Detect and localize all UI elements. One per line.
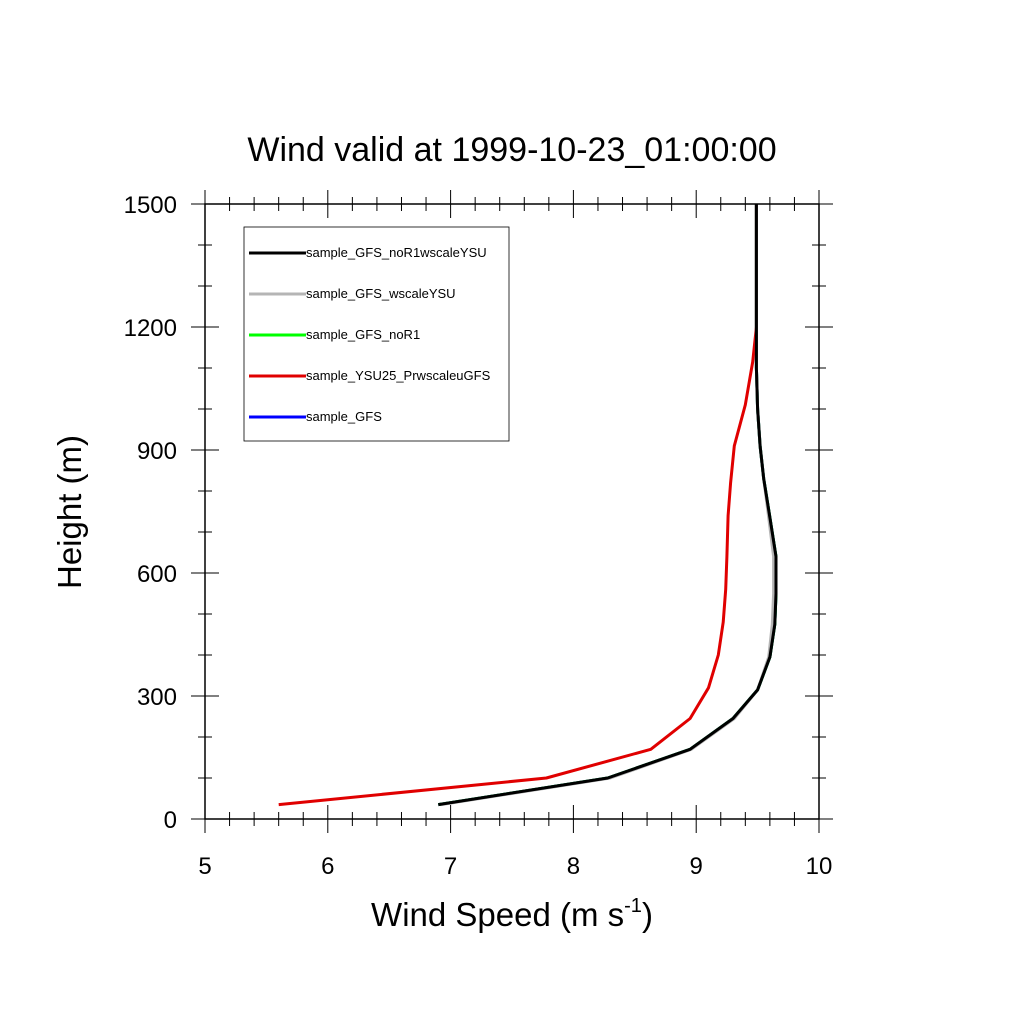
- legend-label: sample_GFS_wscaleYSU: [306, 286, 456, 301]
- y-tick-label: 1200: [124, 315, 177, 342]
- legend: sample_GFS_noR1wscaleYSU sample_GFS_wscal…: [243, 226, 510, 442]
- chart-title: Wind valid at 1999-10-23_01:00:00: [247, 131, 776, 169]
- x-tick-label: 8: [567, 853, 580, 880]
- y-tick-label: 0: [164, 807, 177, 834]
- series-lines: [278, 204, 778, 807]
- legend-label: sample_YSU25_PrwscaleuGFS: [306, 368, 491, 383]
- x-axis-label-superscript: -1: [624, 895, 642, 917]
- x-axis-label-main: Wind Speed (m s: [371, 896, 624, 933]
- x-tick-label: 6: [321, 853, 334, 880]
- y-tick-label: 1500: [124, 192, 177, 219]
- y-tick-label: 900: [137, 438, 177, 465]
- x-axis-label-close: ): [642, 896, 653, 933]
- plot-frame: [204, 203, 820, 820]
- x-tick-label: 10: [806, 853, 833, 880]
- x-tick-label: 5: [198, 853, 211, 880]
- legend-label: sample_GFS_noR1wscaleYSU: [306, 245, 487, 260]
- legend-label: sample_GFS: [306, 409, 382, 424]
- y-tick-label: 600: [137, 561, 177, 588]
- y-tick-label: 300: [137, 684, 177, 711]
- y-axis-label: Height (m): [51, 435, 88, 589]
- x-tick-label: 7: [444, 853, 457, 880]
- x-tick-label: 9: [690, 853, 703, 880]
- x-axis-label: Wind Speed (m s-1): [371, 895, 653, 933]
- tick-marks: [191, 190, 833, 833]
- legend-label: sample_GFS_noR1: [306, 327, 420, 342]
- tick-labels: 5 6 7 8 9 10 0 300 600 900 1200 1500: [124, 192, 833, 880]
- series-line-sample_GFS_noR1wscaleYSU: [438, 204, 778, 807]
